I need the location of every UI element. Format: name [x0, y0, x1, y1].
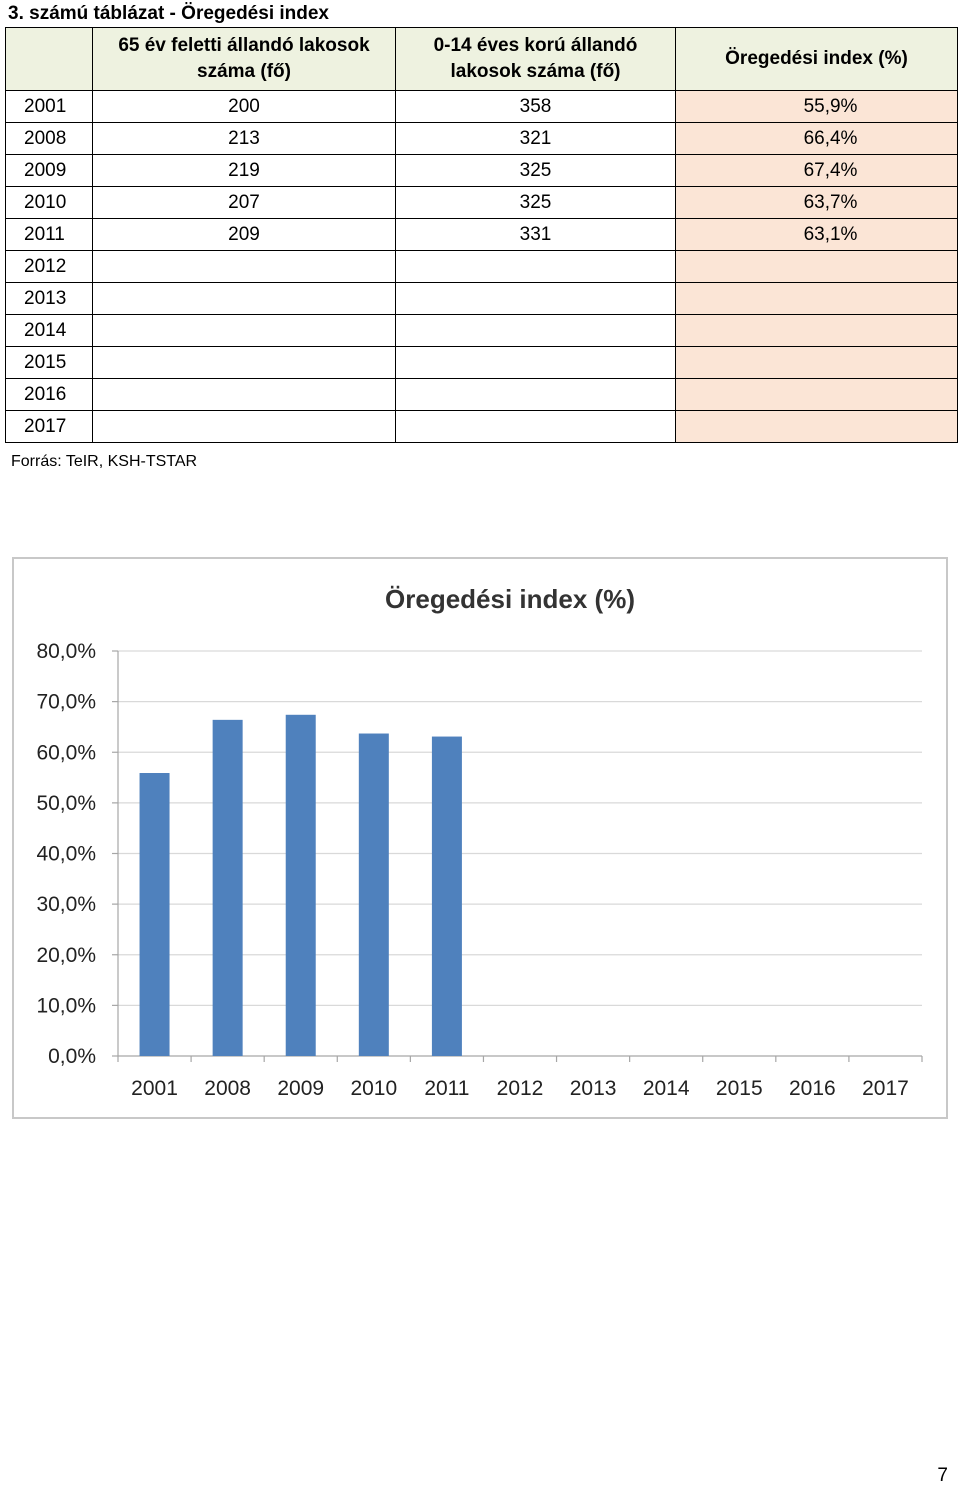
- x-category-label: 2012: [497, 1077, 544, 1100]
- cell-under14: [395, 346, 676, 379]
- y-tick-label: 40,0%: [36, 843, 96, 866]
- page-title: 3. számú táblázat - Öregedési index: [8, 3, 329, 24]
- table-row: 2001 200 358 55,9%: [5, 90, 958, 123]
- x-category-label: 2013: [570, 1077, 617, 1100]
- header-under14: 0-14 éves korú állandó lakosok száma (fő…: [395, 27, 676, 91]
- index-value: 63,7%: [803, 192, 858, 213]
- cell-over65: [92, 282, 396, 315]
- aging-index-chart: Öregedési index (%) 0,0% 10,0% 20,0% 30,0% 40…: [12, 557, 948, 1119]
- source-note: Forrás: TeIR, KSH-TSTAR: [11, 453, 198, 470]
- table-row: 2011 209 331 63,1%: [5, 218, 958, 251]
- table-row: 2013: [5, 282, 958, 315]
- cell-under14: 321: [395, 122, 676, 155]
- cell-index: [675, 250, 958, 283]
- cell-index: 63,7%: [675, 186, 958, 219]
- cell-over65: 209: [92, 218, 396, 251]
- y-tick-label: 10,0%: [36, 994, 96, 1017]
- bar-2011: [431, 736, 462, 1056]
- bar-2009: [285, 714, 316, 1056]
- header-over65: 65 év feletti állandó lakosok száma (fő): [92, 27, 396, 91]
- x-category-label: 2016: [789, 1077, 836, 1100]
- cell-year: 2011: [5, 218, 93, 251]
- table-row: 2017: [5, 410, 958, 443]
- chart-title: Öregedési index (%): [385, 584, 635, 614]
- y-tick-label: 80,0%: [36, 640, 96, 663]
- x-category-label: 2014: [643, 1077, 690, 1100]
- table-row: 2010 207 325 63,7%: [5, 186, 958, 219]
- y-tick-label: 0,0%: [48, 1045, 96, 1068]
- table-row: 2014: [5, 314, 958, 347]
- cell-index: [675, 282, 958, 315]
- cell-year: 2016: [5, 378, 93, 411]
- cell-over65: [92, 410, 396, 443]
- cell-under14: [395, 282, 676, 315]
- cell-under14: [395, 250, 676, 283]
- bar-2008: [212, 719, 243, 1056]
- cell-index: [675, 410, 958, 443]
- header-year: [5, 27, 93, 91]
- cell-under14: [395, 410, 676, 443]
- cell-year: 2001: [5, 90, 93, 123]
- cell-over65: [92, 346, 396, 379]
- table-row: 2012: [5, 250, 958, 283]
- cell-index: 63,1%: [675, 218, 958, 251]
- y-tick-label: 60,0%: [36, 741, 96, 764]
- cell-year: 2015: [5, 346, 93, 379]
- cell-over65: [92, 314, 396, 347]
- cell-year: 2009: [5, 154, 93, 187]
- cell-under14: [395, 314, 676, 347]
- x-category-label: 2001: [131, 1077, 178, 1100]
- index-value: 63,1%: [803, 224, 858, 245]
- table-header-row: 65 év feletti állandó lakosok száma (fő)…: [5, 27, 958, 91]
- cell-index: 66,4%: [675, 122, 958, 155]
- cell-index: [675, 378, 958, 411]
- cell-over65: 219: [92, 154, 396, 187]
- y-tick-label: 20,0%: [36, 944, 96, 967]
- x-category-label: 2017: [862, 1077, 909, 1100]
- cell-index: [675, 346, 958, 379]
- cell-year: 2014: [5, 314, 93, 347]
- cell-index: [675, 314, 958, 347]
- cell-year: 2008: [5, 122, 93, 155]
- page-number: 7: [937, 1465, 948, 1486]
- x-category-label: 2010: [350, 1077, 397, 1100]
- cell-under14: 358: [395, 90, 676, 123]
- cell-index: 55,9%: [675, 90, 958, 123]
- cell-over65: [92, 250, 396, 283]
- x-category-label: 2008: [204, 1077, 251, 1100]
- cell-under14: 325: [395, 154, 676, 187]
- header-index: Öregedési index (%): [675, 27, 958, 91]
- x-category-label: 2011: [424, 1077, 469, 1100]
- cell-over65: 200: [92, 90, 396, 123]
- bar-2010: [358, 733, 389, 1056]
- cell-over65: [92, 378, 396, 411]
- y-tick-label: 50,0%: [36, 792, 96, 815]
- cell-index: 67,4%: [675, 154, 958, 187]
- table-body: 2001 200 358 55,9% 2008 213 321 66,4% 2009 219 325…: [5, 90, 958, 443]
- chart-svg: Öregedési index (%) 0,0% 10,0% 20,0% 30,0% 40…: [36, 584, 923, 1100]
- x-category-label: 2015: [716, 1077, 763, 1100]
- index-value: 67,4%: [803, 160, 858, 181]
- cell-year: 2010: [5, 186, 93, 219]
- x-category-label: 2009: [277, 1077, 324, 1100]
- cell-over65: 207: [92, 186, 396, 219]
- cell-under14: 331: [395, 218, 676, 251]
- index-value: 66,4%: [803, 128, 858, 149]
- table-row: 2008 213 321 66,4%: [5, 122, 958, 155]
- aging-index-table: 65 év feletti állandó lakosok száma (fő)…: [5, 27, 958, 443]
- bar-2001: [139, 773, 170, 1056]
- cell-year: 2013: [5, 282, 93, 315]
- y-tick-label: 30,0%: [36, 893, 96, 916]
- index-value: 55,9%: [803, 96, 858, 117]
- cell-year: 2017: [5, 410, 93, 443]
- cell-under14: 325: [395, 186, 676, 219]
- table-row: 2016: [5, 378, 958, 411]
- cell-over65: 213: [92, 122, 396, 155]
- cell-year: 2012: [5, 250, 93, 283]
- y-tick-label: 70,0%: [36, 691, 96, 714]
- table-row: 2015: [5, 346, 958, 379]
- table-row: 2009 219 325 67,4%: [5, 154, 958, 187]
- cell-under14: [395, 378, 676, 411]
